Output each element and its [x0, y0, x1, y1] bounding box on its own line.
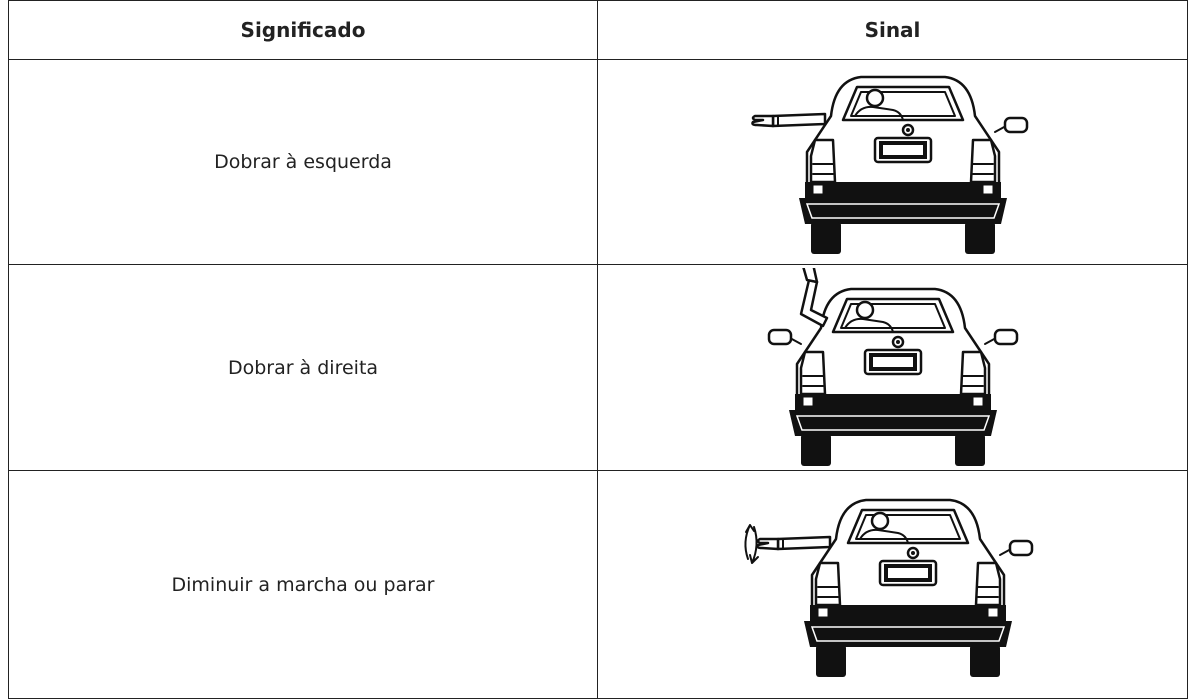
header-row: Significado Sinal [8, 0, 1188, 60]
meaning-cell: Dobrar à esquerda [8, 59, 598, 265]
table-row: Diminuir a marcha ou parar [8, 470, 1188, 699]
header-cell: Significado [8, 0, 598, 60]
table-row: Dobrar à direita [8, 264, 1188, 471]
meaning-cell: Diminuir a marcha ou parar [8, 470, 598, 699]
car-illustration [767, 267, 1019, 468]
signal-table: Significado Sinal Dobrar à esquerda Dobr… [8, 0, 1188, 699]
car-illustration [750, 75, 1029, 256]
header-cell: Sinal [597, 0, 1188, 60]
signal-cell [597, 264, 1188, 471]
table-row: Dobrar à esquerda [8, 59, 1188, 265]
signal-cell [597, 470, 1188, 699]
signal-cell [597, 59, 1188, 265]
meaning-cell: Dobrar à direita [8, 264, 598, 471]
car-illustration [743, 497, 1034, 679]
